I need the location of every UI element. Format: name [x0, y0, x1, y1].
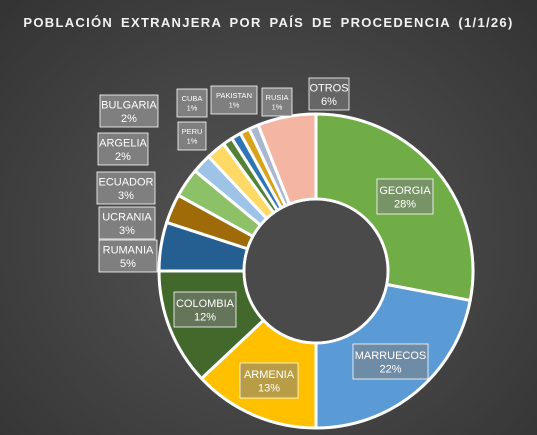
label-name-rumania: RUMANIA — [103, 244, 154, 256]
label-box-colombia — [173, 291, 237, 328]
label-name-colombia: COLOMBIA — [176, 298, 235, 310]
data-label-marruecos: MARRUECOS 22% — [352, 343, 429, 380]
slice-otros — [256, 112, 318, 206]
label-name-pakistan: PAKISTAN — [216, 91, 252, 100]
label-name-armenia: ARMENIA — [244, 369, 295, 381]
label-value-peru: 1% — [187, 137, 198, 146]
label-name-argelia: ARGELIA — [99, 137, 147, 149]
label-box-peru — [177, 121, 207, 151]
label-box-marruecos — [352, 343, 429, 380]
label-value-argelia: 2% — [115, 151, 131, 163]
label-name-bulgaria: BULGARIA — [101, 99, 157, 111]
donut-hole — [245, 200, 387, 342]
label-box-otros — [308, 77, 350, 111]
data-label-georgia: GEORGIA 28% — [376, 178, 434, 215]
slices-layer — [157, 112, 475, 430]
label-box-cuba — [176, 88, 208, 118]
label-value-ucrania: 3% — [119, 225, 135, 237]
label-value-pakistan: 1% — [229, 101, 240, 110]
label-name-otros: OTROS — [309, 82, 348, 94]
data-label-rumania: RUMANIA 5% — [98, 239, 158, 273]
label-value-bulgaria: 2% — [121, 113, 137, 125]
label-value-colombia: 12% — [194, 312, 216, 324]
label-value-rumania: 5% — [120, 258, 136, 270]
label-value-cuba: 1% — [187, 104, 198, 113]
data-label-otros: OTROS 6% — [308, 77, 350, 111]
label-box-ecuador — [96, 171, 156, 205]
label-name-ecuador: ECUADOR — [98, 176, 153, 188]
label-box-pakistan — [210, 85, 258, 115]
data-label-argelia: ARGELIA 2% — [97, 132, 149, 166]
data-label-ecuador: ECUADOR 3% — [96, 171, 156, 205]
data-label-armenia: ARMENIA 13% — [239, 362, 299, 399]
label-box-georgia — [376, 178, 434, 215]
label-box-ucrania — [98, 206, 156, 240]
data-label-colombia: COLOMBIA 12% — [173, 291, 237, 328]
label-value-georgia: 28% — [394, 199, 416, 211]
label-value-otros: 6% — [321, 96, 337, 108]
chart-title: POBLACIÓN EXTRANJERA POR PAÍS DE PROCEDE… — [23, 15, 514, 30]
label-value-ecuador: 3% — [118, 190, 134, 202]
label-name-ucrania: UCRANIA — [102, 211, 152, 223]
label-value-rusia: 1% — [272, 103, 283, 112]
label-name-georgia: GEORGIA — [379, 185, 431, 197]
label-box-bulgaria — [99, 94, 159, 128]
label-value-marruecos: 22% — [379, 364, 401, 376]
data-label-ucrania: UCRANIA 3% — [98, 206, 156, 240]
label-name-cuba: CUBA — [182, 94, 203, 103]
label-box-armenia — [239, 362, 299, 399]
label-name-peru: PERU — [182, 127, 203, 136]
label-name-marruecos: MARRUECOS — [355, 350, 427, 362]
label-box-argelia — [97, 132, 149, 166]
labels-layer: GEORGIA 28% MARRUECOS 22% ARMENIA 13% COLOMBIA… — [96, 77, 434, 399]
label-name-rusia: RUSIA — [266, 93, 289, 102]
label-value-armenia: 13% — [258, 383, 280, 395]
label-box-rusia — [261, 87, 293, 117]
data-label-bulgaria: BULGARIA 2% — [99, 94, 159, 128]
label-box-rumania — [98, 239, 158, 273]
